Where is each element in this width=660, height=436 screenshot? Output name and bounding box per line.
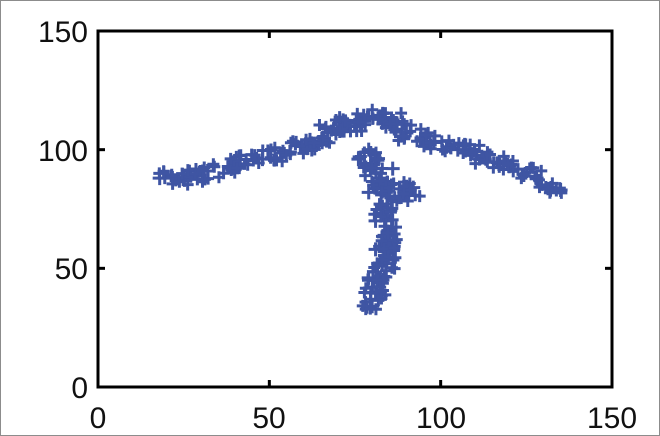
data-point-fill: [365, 161, 378, 174]
data-point-fill: [422, 126, 435, 139]
y-tick-label: 100: [38, 135, 88, 168]
y-tick-label: 50: [55, 253, 88, 286]
data-point-fill: [333, 126, 346, 139]
axes-box: [96, 29, 614, 389]
data-point-fill: [507, 165, 520, 178]
data-point-fill: [319, 120, 332, 133]
data-point-fill: [364, 302, 377, 315]
data-point-fill: [280, 149, 293, 162]
x-tick-label: 0: [90, 402, 107, 435]
data-point-fill: [501, 158, 514, 171]
data-point-fill: [181, 178, 194, 191]
data-point-fill: [356, 299, 369, 312]
data-point-fill: [234, 149, 247, 162]
data-point-fill: [397, 180, 410, 193]
data-point-fill: [198, 173, 211, 186]
data-point-fill: [372, 113, 385, 126]
data-point-fill: [381, 227, 394, 240]
data-point-fill: [367, 179, 380, 192]
axis-ticks: [96, 29, 614, 389]
data-point-fill: [404, 183, 417, 196]
data-point-fill: [157, 165, 170, 178]
data-point-fill: [375, 234, 388, 247]
data-point-fill: [371, 259, 384, 272]
data-point-fill: [352, 116, 365, 129]
data-point-fill: [224, 152, 237, 165]
data-point-fill: [313, 119, 326, 132]
data-point-fill: [436, 143, 449, 156]
data-point-fill: [289, 138, 302, 151]
y-tick-label: 150: [38, 16, 88, 49]
data-point-fill: [374, 175, 387, 188]
data-point-fill: [493, 160, 506, 173]
x-tick-label: 100: [416, 402, 466, 435]
data-point-fill: [374, 210, 387, 223]
data-point-fill: [527, 161, 540, 174]
x-tick-label: 50: [252, 402, 285, 435]
data-point: [361, 185, 376, 200]
data-point-fill: [196, 164, 209, 177]
data-point-fill: [555, 186, 568, 199]
data-point-fill: [401, 194, 414, 207]
data-point-fill: [268, 141, 281, 154]
data-point-fill: [419, 129, 432, 142]
data-point-fill: [173, 175, 186, 188]
data-point-fill: [424, 136, 437, 149]
data-point-fill: [397, 130, 410, 143]
data-point-fill: [535, 164, 548, 177]
data-point-fill: [517, 170, 530, 183]
data-point-fill: [469, 157, 482, 170]
data-point-fill: [384, 206, 397, 219]
data-point-fill: [316, 130, 329, 143]
data-point-fill: [217, 167, 230, 180]
data-point-fill: [196, 175, 209, 188]
data-point-fill: [377, 274, 390, 287]
data-point-fill: [372, 294, 385, 307]
data-point-fill: [379, 107, 392, 120]
data-point-fill: [207, 158, 220, 171]
data-point-fill: [385, 261, 398, 274]
data-point-fill: [225, 164, 238, 177]
data-point-fill: [231, 162, 244, 175]
data-point-fill: [329, 113, 342, 126]
data-point-fill: [264, 151, 277, 164]
data-point-fill: [374, 198, 387, 211]
data-point-fill: [376, 284, 389, 297]
data-point-fill: [484, 148, 497, 161]
data-marks: [152, 103, 568, 316]
data-point-fill: [468, 145, 481, 158]
data-point-fill: [166, 177, 179, 190]
x-tick-label: 150: [587, 402, 637, 435]
y-tick-label: 0: [71, 372, 88, 405]
data-point-fill: [352, 150, 365, 163]
data-point-fill: [252, 156, 265, 169]
data-point-fill: [357, 108, 370, 121]
data-point-fill: [384, 118, 397, 131]
data-point-fill: [404, 125, 417, 138]
data-point-fill: [458, 137, 471, 150]
data-point-fill: [515, 172, 528, 185]
data-point-fill: [539, 180, 552, 193]
data-point-fill: [300, 133, 313, 146]
data-point-fill: [413, 190, 426, 203]
